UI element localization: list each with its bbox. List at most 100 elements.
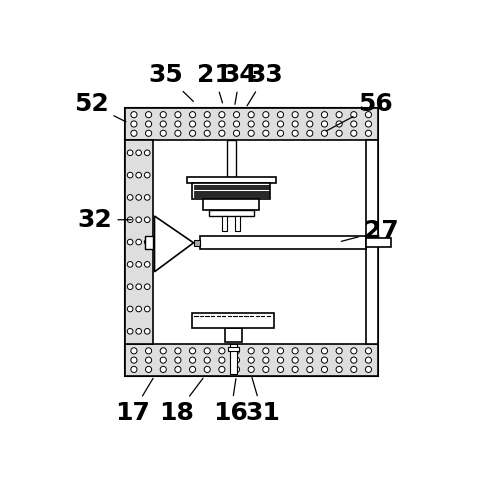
Circle shape <box>365 121 372 127</box>
Circle shape <box>175 121 181 127</box>
Circle shape <box>233 357 239 363</box>
Circle shape <box>145 348 152 354</box>
Circle shape <box>175 367 181 372</box>
Text: 18: 18 <box>159 378 203 425</box>
Circle shape <box>219 121 225 127</box>
Bar <box>192 313 274 327</box>
Circle shape <box>127 262 133 267</box>
Circle shape <box>175 348 181 354</box>
Text: 34: 34 <box>222 63 258 104</box>
Circle shape <box>219 112 225 118</box>
Circle shape <box>292 348 298 354</box>
Circle shape <box>336 357 342 363</box>
Circle shape <box>322 348 328 354</box>
Bar <box>125 140 153 344</box>
Circle shape <box>144 172 150 178</box>
Circle shape <box>144 217 150 223</box>
Circle shape <box>189 357 195 363</box>
Circle shape <box>248 112 254 118</box>
Circle shape <box>204 367 210 372</box>
Circle shape <box>136 217 141 223</box>
Circle shape <box>145 357 152 363</box>
Circle shape <box>145 112 152 118</box>
Circle shape <box>292 357 298 363</box>
Circle shape <box>248 121 254 127</box>
Circle shape <box>336 121 342 127</box>
Bar <box>145 236 153 249</box>
Circle shape <box>233 112 239 118</box>
Circle shape <box>278 357 284 363</box>
Bar <box>222 216 226 231</box>
Circle shape <box>127 239 133 245</box>
Circle shape <box>336 112 342 118</box>
Circle shape <box>127 217 133 223</box>
Circle shape <box>322 367 328 372</box>
Bar <box>366 238 391 247</box>
Circle shape <box>365 130 372 136</box>
Circle shape <box>136 284 141 289</box>
Bar <box>227 347 239 351</box>
Text: 27: 27 <box>341 219 399 243</box>
Circle shape <box>131 130 137 136</box>
Bar <box>193 240 200 245</box>
Circle shape <box>248 367 254 372</box>
Circle shape <box>144 150 150 156</box>
Circle shape <box>127 172 133 178</box>
Circle shape <box>365 112 372 118</box>
Circle shape <box>278 112 284 118</box>
Circle shape <box>145 367 152 372</box>
Circle shape <box>144 239 150 245</box>
Circle shape <box>175 112 181 118</box>
Circle shape <box>136 239 141 245</box>
Circle shape <box>322 357 328 363</box>
Circle shape <box>219 367 225 372</box>
Circle shape <box>127 306 133 312</box>
Circle shape <box>263 121 269 127</box>
Circle shape <box>336 367 342 372</box>
Circle shape <box>307 367 313 372</box>
Text: 21: 21 <box>196 63 231 103</box>
Text: 31: 31 <box>245 378 280 425</box>
Polygon shape <box>154 216 193 272</box>
Circle shape <box>278 367 284 372</box>
Circle shape <box>144 195 150 200</box>
Circle shape <box>351 348 357 354</box>
Circle shape <box>263 348 269 354</box>
Circle shape <box>189 121 195 127</box>
Circle shape <box>248 130 254 136</box>
Text: 17: 17 <box>115 378 153 425</box>
Circle shape <box>131 357 137 363</box>
Circle shape <box>263 130 269 136</box>
Circle shape <box>189 130 195 136</box>
Circle shape <box>292 121 298 127</box>
Bar <box>227 140 236 209</box>
Circle shape <box>136 195 141 200</box>
Bar <box>209 211 254 216</box>
Circle shape <box>219 130 225 136</box>
Circle shape <box>144 306 150 312</box>
Circle shape <box>175 130 181 136</box>
Circle shape <box>145 121 152 127</box>
Text: 33: 33 <box>247 63 284 106</box>
Circle shape <box>292 112 298 118</box>
Text: 52: 52 <box>74 92 126 122</box>
Text: 56: 56 <box>326 92 393 131</box>
Circle shape <box>292 367 298 372</box>
Circle shape <box>144 284 150 289</box>
Circle shape <box>292 130 298 136</box>
Circle shape <box>278 121 284 127</box>
Circle shape <box>263 367 269 372</box>
Circle shape <box>263 112 269 118</box>
Circle shape <box>248 357 254 363</box>
Circle shape <box>131 121 137 127</box>
Text: 35: 35 <box>148 63 193 101</box>
Circle shape <box>365 367 372 372</box>
Circle shape <box>204 348 210 354</box>
Circle shape <box>351 357 357 363</box>
Circle shape <box>204 121 210 127</box>
Circle shape <box>336 348 342 354</box>
Circle shape <box>351 112 357 118</box>
Circle shape <box>351 121 357 127</box>
Circle shape <box>278 348 284 354</box>
Circle shape <box>160 367 166 372</box>
